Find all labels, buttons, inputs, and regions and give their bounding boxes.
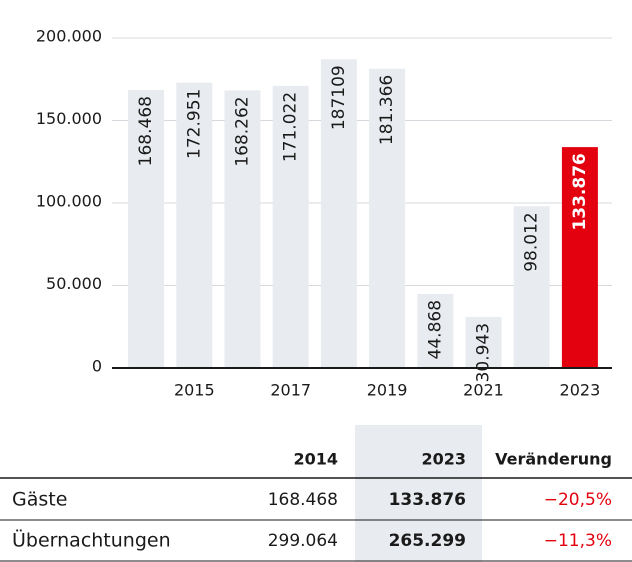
table-cell: 265.299 [389,531,466,551]
table-cell: 133.876 [389,490,466,510]
y-tick-label: 50.000 [46,274,102,293]
table-header: Veränderung [495,450,612,469]
row-label: Übernachtungen [12,529,171,552]
table-cell: 299.064 [268,531,338,551]
bar [369,68,406,369]
row-label: Gäste [12,489,67,511]
y-tick-label: 0 [92,357,102,376]
bar [272,85,309,369]
bar [224,90,261,368]
value-label: 171.022 [281,92,301,162]
value-label: 168.262 [233,96,253,166]
bar [176,82,213,368]
bar [320,59,357,369]
x-tick-label: 2021 [463,381,504,400]
value-label: 44.868 [425,300,445,359]
value-label: 172.951 [184,89,204,159]
bar [513,206,550,368]
value-label: 168.468 [136,96,156,166]
table-cell: −20,5% [544,490,612,510]
bar [128,90,165,368]
table-cell: 168.468 [268,490,338,510]
bar [417,293,454,368]
value-label: 98.012 [522,212,542,271]
bar [465,316,502,368]
y-tick-label: 150.000 [36,109,102,128]
x-tick-label: 2019 [367,381,408,400]
table-header: 2023 [421,450,466,469]
value-label: 187109 [329,65,349,130]
y-tick-label: 200.000 [36,27,102,46]
value-label: 30.943 [474,323,494,382]
x-tick-label: 2017 [270,381,311,400]
value-label: 181.366 [377,75,397,145]
highlight-column [355,425,482,562]
bar [561,147,598,368]
table-cell: −11,3% [544,531,612,551]
x-tick-label: 2023 [560,381,601,400]
value-label: 133.876 [570,153,590,230]
table-header: 2014 [293,450,338,469]
y-tick-label: 100.000 [36,192,102,211]
x-tick-label: 2015 [174,381,215,400]
